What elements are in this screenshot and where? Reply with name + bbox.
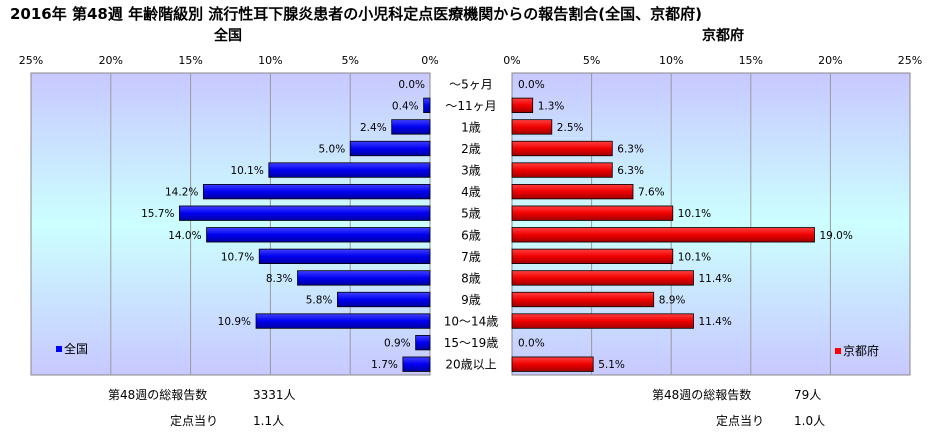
kyoto-total-label: 第48週の総報告数 xyxy=(652,387,751,402)
national-bar xyxy=(415,334,431,351)
category-label: 10〜14歳 xyxy=(444,315,499,329)
national-value-label: 8.3% xyxy=(266,273,293,285)
category-label: 15〜19歳 xyxy=(444,336,499,350)
national-legend-label: 全国 xyxy=(64,341,88,356)
national-value-label: 14.0% xyxy=(168,230,201,242)
national-value-label: 2.4% xyxy=(360,122,387,134)
category-label: 7歳 xyxy=(461,250,481,264)
kyoto-bar xyxy=(511,140,613,157)
national-value-label: 10.7% xyxy=(221,251,254,263)
national-plot-area xyxy=(30,72,431,376)
category-label: 20歳以上 xyxy=(445,358,496,372)
national-x-tick-label: 10% xyxy=(258,54,282,67)
kyoto-value-label: 5.1% xyxy=(598,359,625,371)
kyoto-value-label: 1.3% xyxy=(538,100,565,112)
kyoto-bar xyxy=(511,248,674,265)
kyoto-bar xyxy=(511,227,815,243)
national-x-tick-label: 25% xyxy=(19,54,43,67)
kyoto-value-label: 0.0% xyxy=(518,338,545,350)
kyoto-per-site-value: 1.0人 xyxy=(794,414,825,428)
national-panel-title: 全国 xyxy=(213,27,242,44)
kyoto-bar xyxy=(511,162,613,178)
category-label: 〜5ヶ月 xyxy=(449,77,493,91)
national-total-label: 第48週の総報告数 xyxy=(108,387,207,402)
category-label: 6歳 xyxy=(461,228,481,242)
national-bar xyxy=(268,162,431,178)
kyoto-bar xyxy=(511,183,634,200)
kyoto-value-label: 8.9% xyxy=(659,295,686,307)
national-value-label: 10.1% xyxy=(230,165,263,177)
kyoto-value-label: 11.4% xyxy=(698,273,731,285)
kyoto-per-site-label: 定点当り xyxy=(716,413,764,428)
category-label: 〜11ヶ月 xyxy=(445,99,496,113)
kyoto-x-tick-label: 15% xyxy=(739,54,763,67)
category-label: 2歳 xyxy=(461,142,481,156)
national-value-label: 0.9% xyxy=(384,338,411,350)
kyoto-value-label: 6.3% xyxy=(617,144,644,156)
national-x-tick-label: 5% xyxy=(341,54,358,67)
kyoto-value-label: 19.0% xyxy=(819,230,852,242)
kyoto-value-label: 7.6% xyxy=(638,187,665,199)
kyoto-value-label: 0.0% xyxy=(518,79,545,91)
national-bar xyxy=(391,119,431,135)
kyoto-total-value: 79人 xyxy=(794,388,821,402)
national-bar xyxy=(202,183,431,200)
national-value-label: 15.7% xyxy=(141,208,174,220)
national-x-tick-label: 0% xyxy=(421,54,438,67)
category-label: 8歳 xyxy=(461,271,481,285)
national-bar xyxy=(206,227,431,243)
kyoto-x-tick-label: 5% xyxy=(583,54,600,67)
kyoto-panel-title: 京都府 xyxy=(702,27,744,44)
kyoto-x-tick-label: 25% xyxy=(898,54,922,67)
kyoto-value-label: 2.5% xyxy=(557,122,584,134)
national-bar xyxy=(423,97,431,114)
kyoto-legend-label: 京都府 xyxy=(843,343,879,358)
national-value-label: 0.0% xyxy=(398,79,425,91)
national-x-tick-label: 20% xyxy=(99,54,123,67)
national-per-site-value: 1.1人 xyxy=(253,414,284,428)
national-value-label: 14.2% xyxy=(165,187,198,199)
national-bar xyxy=(258,248,431,265)
national-value-label: 1.7% xyxy=(371,359,398,371)
kyoto-plot-area xyxy=(511,72,911,376)
kyoto-legend-swatch xyxy=(835,348,841,354)
kyoto-value-label: 6.3% xyxy=(617,165,644,177)
kyoto-bar xyxy=(511,270,694,286)
kyoto-bar xyxy=(511,291,655,308)
national-bar xyxy=(349,140,431,157)
kyoto-value-label: 10.1% xyxy=(678,208,711,220)
kyoto-bar xyxy=(511,119,553,135)
category-label: 4歳 xyxy=(461,185,481,199)
national-bar xyxy=(255,313,431,329)
national-value-label: 10.9% xyxy=(218,316,251,328)
national-value-label: 5.8% xyxy=(306,295,333,307)
national-per-site-label: 定点当り xyxy=(170,413,218,428)
national-total-value: 3331人 xyxy=(253,388,296,402)
category-label: 9歳 xyxy=(461,293,481,307)
category-label: 5歳 xyxy=(461,207,481,221)
national-bar xyxy=(179,205,431,221)
chart-title: 2016年 第48週 年齢階級別 流行性耳下腺炎患者の小児科定点医療機関からの報… xyxy=(10,5,702,23)
national-value-label: 0.4% xyxy=(392,100,419,112)
kyoto-bar xyxy=(511,205,674,221)
kyoto-bar xyxy=(511,97,534,114)
kyoto-x-tick-label: 0% xyxy=(503,54,520,67)
kyoto-bar xyxy=(511,313,694,329)
kyoto-value-label: 10.1% xyxy=(678,251,711,263)
national-bar xyxy=(402,356,431,372)
national-legend-swatch xyxy=(56,346,62,352)
kyoto-x-tick-label: 20% xyxy=(818,54,842,67)
national-bar xyxy=(337,291,431,308)
national-x-tick-label: 15% xyxy=(178,54,202,67)
category-label: 3歳 xyxy=(461,164,481,178)
category-label: 1歳 xyxy=(461,120,481,134)
national-bar xyxy=(297,270,431,286)
kyoto-x-tick-label: 10% xyxy=(659,54,683,67)
national-value-label: 5.0% xyxy=(319,144,346,156)
kyoto-value-label: 11.4% xyxy=(698,316,731,328)
kyoto-bar xyxy=(511,356,594,372)
